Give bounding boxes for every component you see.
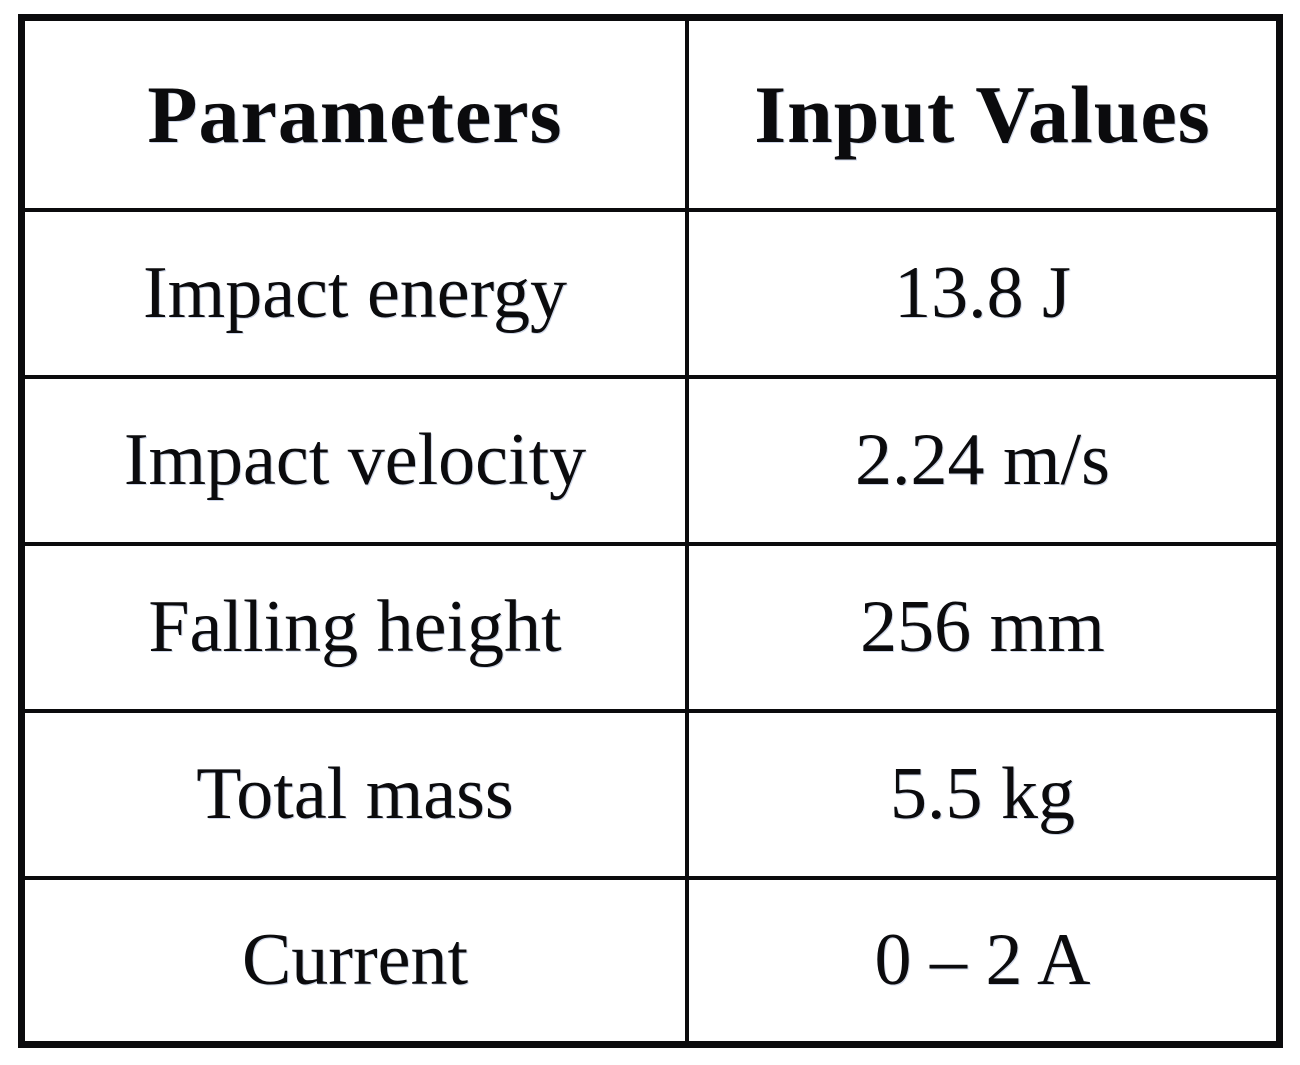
table-row: Total mass 5.5 kg (17, 708, 1283, 880)
column-header-input-values: Input Values (684, 14, 1283, 213)
parameter-cell-impact-velocity: Impact velocity (17, 375, 689, 547)
value-cell-total-mass: 5.5 kg (684, 708, 1283, 880)
table-row: Impact velocity 2.24 m/s (17, 375, 1283, 547)
table-row: Impact energy 13.8 J (17, 208, 1283, 380)
table-row: Current 0 – 2 A (17, 875, 1283, 1048)
table-row: Falling height 256 mm (17, 542, 1283, 713)
parameters-table: Parameters Input Values Impact energy 13… (17, 14, 1283, 1048)
value-cell-impact-energy: 13.8 J (684, 208, 1283, 380)
value-cell-current: 0 – 2 A (684, 875, 1283, 1048)
parameters-table-container: Parameters Input Values Impact energy 13… (17, 14, 1283, 1048)
value-cell-falling-height: 256 mm (684, 542, 1283, 713)
value-cell-impact-velocity: 2.24 m/s (684, 375, 1283, 547)
parameter-cell-falling-height: Falling height (17, 542, 689, 713)
column-header-parameters: Parameters (17, 14, 689, 213)
table-header-row: Parameters Input Values (17, 14, 1283, 213)
parameter-cell-current: Current (17, 875, 689, 1048)
parameter-cell-impact-energy: Impact energy (17, 208, 689, 380)
parameter-cell-total-mass: Total mass (17, 708, 689, 880)
